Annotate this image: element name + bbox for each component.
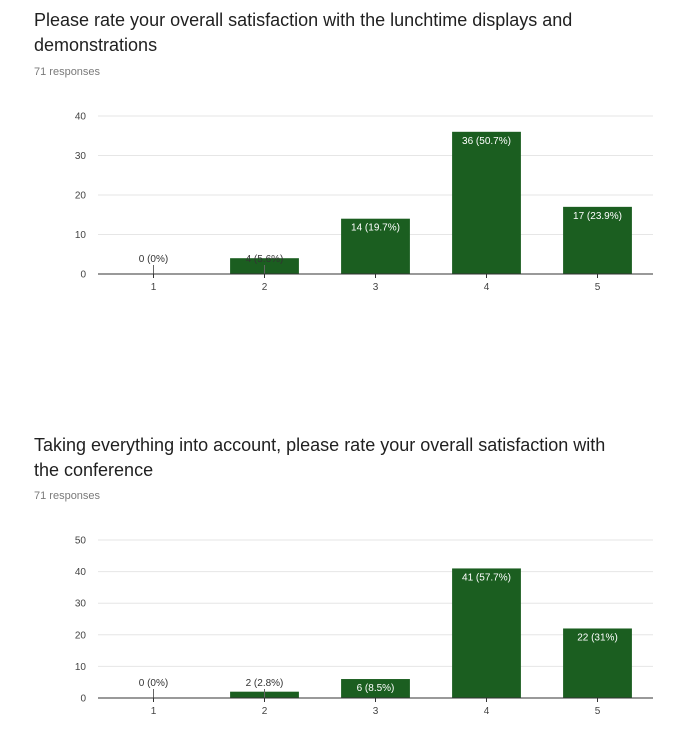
- x-tick-label: 1: [151, 282, 157, 293]
- data-label: 6 (8.5%): [357, 683, 395, 694]
- data-label: 17 (23.9%): [573, 211, 622, 222]
- bar-5: [563, 628, 632, 698]
- data-label: 2 (2.8%): [246, 678, 284, 689]
- y-tick-label: 10: [75, 230, 87, 241]
- bar-chart-2: 0 10 20 30 40 50 0 (0%) 1 2 (2.8%) 2 6 (8.5%) 3 41 (…: [75, 536, 653, 717]
- question-title: Taking everything into account, please r…: [34, 435, 606, 480]
- x-tick-label: 2: [262, 282, 268, 293]
- y-tick-label: 10: [75, 662, 87, 673]
- y-tick-label: 30: [75, 151, 87, 162]
- bar-4: [452, 568, 521, 698]
- x-tick-label: 3: [373, 282, 379, 293]
- x-tick-label: 2: [262, 706, 268, 717]
- question-title: Please rate your overall satisfaction wi…: [34, 10, 573, 55]
- data-label: 36 (50.7%): [462, 136, 511, 147]
- y-tick-label: 0: [80, 270, 86, 281]
- x-tick-label: 4: [484, 706, 490, 717]
- y-tick-label: 0: [80, 694, 86, 705]
- data-label: 0 (0%): [139, 254, 168, 265]
- x-tick-label: 3: [373, 706, 379, 717]
- response-count: 71 responses: [34, 490, 101, 502]
- data-label: 4 (5.6%): [246, 254, 284, 265]
- data-label: 41 (57.7%): [462, 572, 511, 583]
- y-tick-label: 30: [75, 599, 87, 610]
- y-tick-label: 50: [75, 536, 87, 547]
- response-count: 71 responses: [34, 66, 101, 78]
- data-label: 0 (0%): [139, 678, 168, 689]
- data-label: 22 (31%): [577, 632, 618, 643]
- question-block-1: Please rate your overall satisfaction wi…: [0, 0, 679, 330]
- x-tick-label: 5: [595, 706, 601, 717]
- data-label: 14 (19.7%): [351, 223, 400, 234]
- y-tick-label: 40: [75, 112, 87, 123]
- y-tick-label: 40: [75, 567, 87, 578]
- x-tick-label: 1: [151, 706, 157, 717]
- bar-chart-1: 0 10 20 30 40 0 (0%) 1 4 (5.6%) 2 14 (19.7%) 3 36 (…: [75, 112, 653, 293]
- x-tick-label: 4: [484, 282, 490, 293]
- bar-3: [341, 679, 410, 698]
- bar-5: [563, 206, 632, 274]
- bar-3: [341, 218, 410, 274]
- x-tick-label: 5: [595, 282, 601, 293]
- question-block-2: Taking everything into account, please r…: [0, 425, 679, 730]
- y-tick-label: 20: [75, 630, 87, 641]
- bar-4: [452, 131, 521, 274]
- y-tick-label: 20: [75, 191, 87, 202]
